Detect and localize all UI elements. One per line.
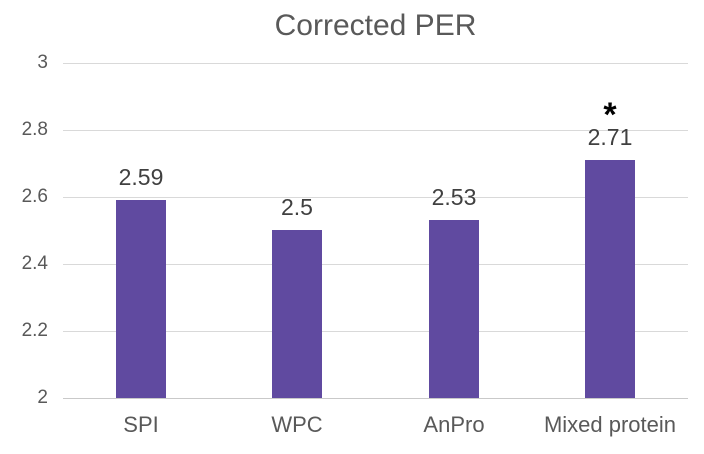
data-label: 2.59 bbox=[118, 164, 164, 190]
gridline bbox=[63, 130, 688, 131]
x-axis-category-label: WPC bbox=[271, 412, 323, 437]
bar bbox=[585, 160, 635, 398]
gridline bbox=[63, 264, 688, 265]
gridline bbox=[63, 398, 688, 399]
gridline bbox=[63, 331, 688, 332]
bar bbox=[272, 230, 322, 398]
y-axis-tick-label: 2.6 bbox=[21, 186, 48, 207]
data-label: 2.71 bbox=[587, 124, 633, 150]
data-label: 2.5 bbox=[281, 194, 313, 220]
x-axis-category-label: SPI bbox=[123, 412, 159, 437]
bar bbox=[116, 200, 166, 398]
y-axis-tick-label: 2.2 bbox=[21, 320, 48, 341]
y-axis-tick-label: 2.8 bbox=[21, 119, 48, 140]
gridline bbox=[63, 197, 688, 198]
significance-asterisk: * bbox=[603, 96, 617, 134]
plot-area: 3 2.8 2.6 2.4 2.2 2 2.59 SPI 2.5 WPC 2.53 AnPro 2.71… bbox=[22, 52, 688, 437]
data-label: 2.53 bbox=[431, 184, 477, 210]
chart-title: Corrected PER bbox=[274, 9, 477, 42]
y-axis-tick-label: 3 bbox=[37, 52, 48, 73]
bar bbox=[429, 220, 479, 398]
gridline bbox=[63, 63, 688, 64]
x-axis-category-label: AnPro bbox=[423, 412, 485, 437]
y-axis-tick-label: 2 bbox=[37, 387, 48, 408]
y-axis-tick-label: 2.4 bbox=[21, 253, 48, 274]
x-axis-category-label: Mixed protein bbox=[543, 412, 677, 437]
